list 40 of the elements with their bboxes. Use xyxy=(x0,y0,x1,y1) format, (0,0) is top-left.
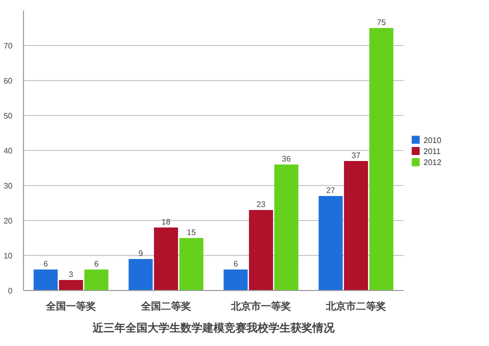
bar xyxy=(179,238,204,290)
y-tick-label: 40 xyxy=(4,146,14,156)
y-tick-label: 50 xyxy=(4,112,14,120)
y-tick-label: 10 xyxy=(4,252,14,260)
bar xyxy=(128,259,153,290)
bar xyxy=(369,28,394,290)
x-tick-label: 全国一等奖 xyxy=(45,300,96,312)
data-label: 36 xyxy=(282,154,292,164)
bar xyxy=(344,161,368,290)
data-label: 75 xyxy=(376,18,386,27)
text: 近三年全国大学生数学建模竞赛我校学生获奖情况 xyxy=(92,322,336,334)
bar xyxy=(58,280,84,290)
y-tick-label: 60 xyxy=(4,76,14,86)
legend-label: 2011 xyxy=(424,147,442,156)
y-tick-label: 30 xyxy=(4,182,14,190)
bar xyxy=(248,210,274,290)
legend-label: 2010 xyxy=(424,136,442,145)
x-tick-label: 北京市一等奖 xyxy=(230,300,291,312)
data-label: 6 xyxy=(43,260,48,268)
bar xyxy=(224,270,248,290)
y-tick-label: 0 xyxy=(8,286,14,296)
bar xyxy=(34,270,58,290)
x-tick-label: 全国二等奖 xyxy=(140,300,191,312)
y-tick-label: 20 xyxy=(4,216,14,226)
data-label: 18 xyxy=(162,218,171,226)
data-label: 15 xyxy=(186,228,196,237)
legend-label: 2012 xyxy=(424,158,442,168)
data-label: 6 xyxy=(94,260,100,268)
data-label: 6 xyxy=(233,260,238,268)
bar xyxy=(84,270,108,290)
data-label: 3 xyxy=(68,270,74,279)
y-tick-label: 70 xyxy=(4,42,14,50)
x-tick-label: 北京市二等奖 xyxy=(325,300,386,312)
bar xyxy=(154,228,178,290)
data-label: 27 xyxy=(326,186,336,195)
data-label: 37 xyxy=(352,151,361,160)
data-label: 9 xyxy=(138,249,144,258)
data-label: 23 xyxy=(256,200,266,209)
bar xyxy=(274,164,298,290)
bar xyxy=(318,196,343,290)
